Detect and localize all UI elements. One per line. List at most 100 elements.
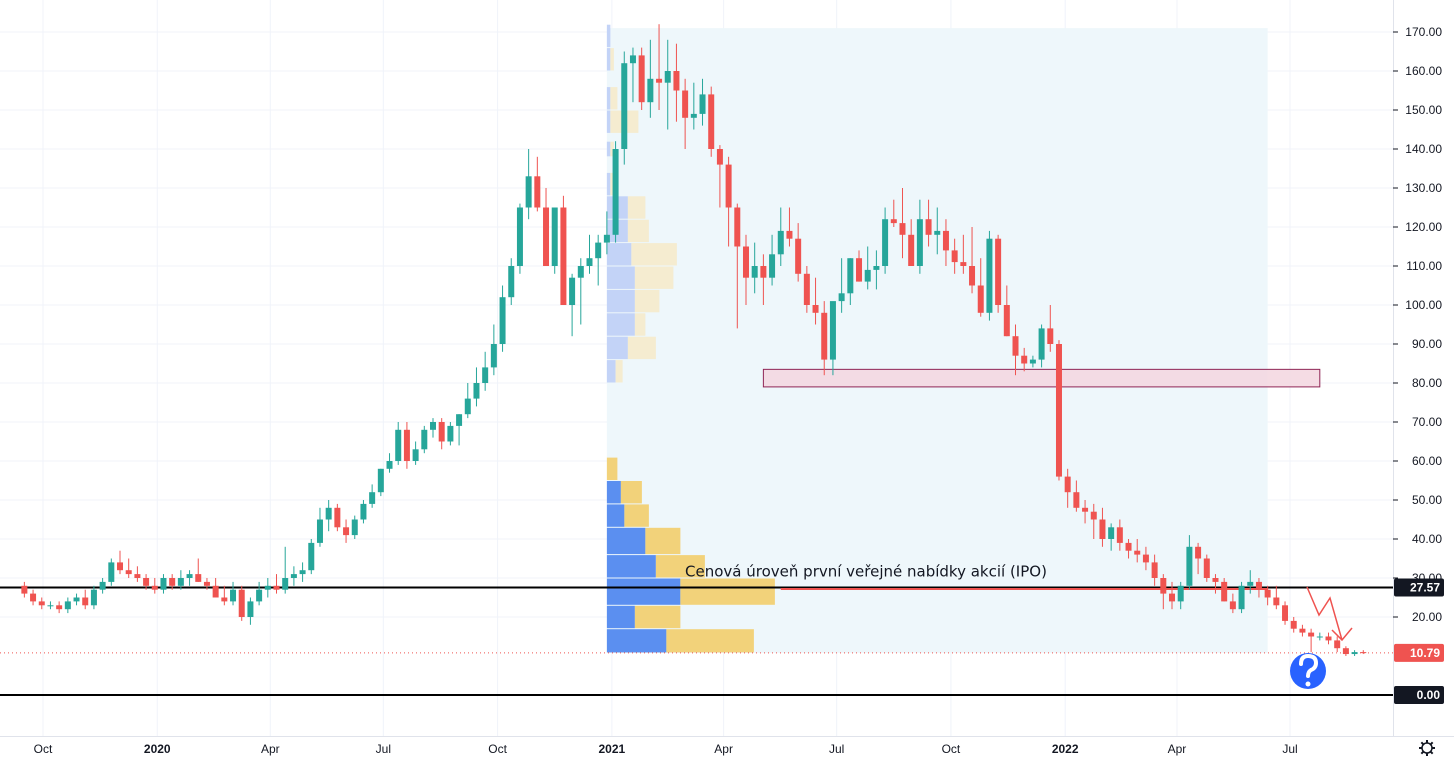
price-tick-label: 80.00: [1412, 376, 1442, 390]
candle: [377, 468, 384, 497]
candle-body: [64, 601, 71, 610]
candle-body: [160, 578, 167, 590]
candle-body: [1282, 605, 1289, 621]
candle-body: [882, 219, 889, 266]
candle-body: [560, 207, 567, 305]
candle: [1186, 535, 1193, 590]
candle-body: [1055, 344, 1062, 477]
volume-profile-upper-bar-a: [606, 110, 611, 133]
question-mark-icon: [1299, 653, 1319, 678]
candle: [908, 219, 915, 266]
settings-gear-icon[interactable]: [1419, 740, 1435, 756]
candle: [473, 367, 480, 407]
candle-body: [621, 63, 628, 150]
candle-body: [1151, 562, 1158, 578]
candle: [73, 593, 80, 606]
question-dot: [1305, 681, 1311, 687]
volume-profile-lower-bar-b: [680, 578, 775, 605]
volume-profile-upper-bar-a: [606, 336, 628, 360]
candle: [386, 453, 393, 473]
candle-body: [429, 422, 436, 430]
help-badge[interactable]: [1290, 653, 1326, 689]
ipo-price-badge-label: 27.57: [1410, 580, 1440, 594]
candle-body: [890, 219, 897, 224]
candle-body: [725, 164, 732, 208]
candle: [1273, 585, 1280, 610]
candle: [456, 414, 463, 446]
candle-body: [1316, 636, 1323, 638]
candle: [256, 581, 263, 606]
candle-body: [612, 149, 619, 235]
shaded-range-rect: [606, 28, 1268, 653]
candle-body: [264, 585, 271, 590]
volume-profile-upper-bar-b: [634, 289, 660, 313]
volume-profile-lower-bar-b: [620, 481, 642, 504]
time-tick-label: Oct: [488, 742, 507, 756]
candle: [290, 566, 297, 586]
candle: [151, 578, 158, 594]
candle-body: [325, 507, 332, 520]
candle: [1108, 523, 1115, 551]
candle-body: [1334, 640, 1341, 649]
candle: [1290, 617, 1297, 633]
candle-body: [308, 542, 315, 571]
candle-body: [473, 383, 480, 399]
candle-body: [247, 601, 254, 617]
candle: [230, 581, 237, 606]
candle: [829, 301, 836, 376]
candle-body: [386, 461, 393, 469]
candle: [1160, 574, 1167, 610]
candle-body: [1090, 511, 1097, 520]
candle: [1134, 539, 1141, 563]
candle-body: [951, 250, 958, 263]
candle-body: [534, 176, 541, 208]
candle: [1351, 650, 1358, 656]
candle: [508, 258, 515, 305]
candle-body: [751, 266, 758, 278]
candle-body: [1142, 554, 1149, 563]
candle: [690, 82, 697, 130]
candle: [977, 258, 984, 317]
candle: [725, 156, 732, 247]
candle: [1342, 646, 1349, 656]
candle-body: [647, 78, 654, 103]
candle-body: [403, 429, 410, 461]
candle: [612, 141, 619, 243]
candle: [586, 234, 593, 274]
candle-body: [438, 422, 445, 442]
candle-body: [1029, 359, 1036, 364]
candle-body: [56, 605, 63, 610]
candle: [438, 418, 445, 450]
volume-profile-upper-bar-a: [606, 266, 635, 289]
candle: [47, 601, 54, 610]
candle: [1055, 340, 1062, 481]
candle-body: [942, 230, 949, 251]
candle-body: [73, 597, 80, 602]
time-tick-label: Jul: [829, 742, 844, 756]
price-tick-label: 130.00: [1405, 181, 1442, 195]
candle-body: [847, 258, 854, 294]
candle: [108, 558, 115, 586]
candle: [482, 351, 489, 391]
candle-body: [873, 266, 880, 270]
time-axis[interactable]: Oct 2020 Apr Jul Oct 2021 Apr Jul Oct 2022 Apr Jul: [0, 736, 1454, 762]
candle-body: [543, 207, 550, 266]
price-axis[interactable]: 170.00 160.00 150.00 140.00 130.00 120.00 110.…: [1393, 0, 1454, 762]
candle-body: [525, 176, 532, 208]
candle: [177, 570, 184, 590]
candle: [421, 425, 428, 454]
volume-profile-upper-bar-b: [615, 360, 623, 383]
candle: [1082, 500, 1089, 524]
candle: [916, 199, 923, 274]
candle: [90, 585, 97, 610]
candle: [1264, 585, 1271, 606]
volume-profile-upper-bar-b: [627, 336, 656, 360]
candle-body: [1238, 585, 1245, 610]
candle: [1221, 578, 1228, 602]
candle-body: [456, 414, 463, 426]
volume-profile-upper-bar-a: [606, 243, 632, 266]
candle-body: [969, 266, 976, 286]
candle-body: [629, 55, 636, 64]
candle-body: [299, 570, 306, 575]
